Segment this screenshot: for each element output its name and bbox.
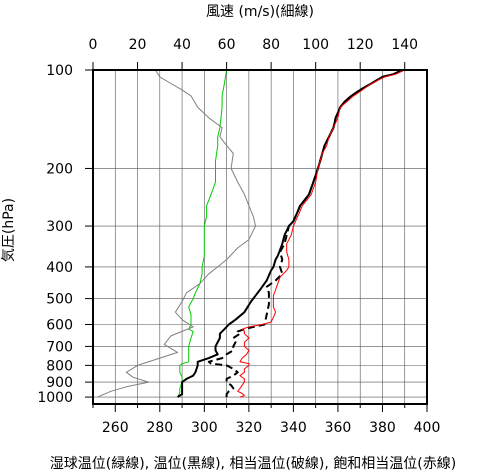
top-tick-label: 60 xyxy=(218,37,236,53)
theta-e-line xyxy=(207,69,403,398)
top-tick-label: 140 xyxy=(391,37,418,53)
tick-labels: 260 280 300 320 340 360 380 400 0 20 40 60 80 100 120 1… xyxy=(37,37,440,436)
top-tick-label: 120 xyxy=(347,37,374,53)
grid xyxy=(93,69,427,404)
top-tick-label: 80 xyxy=(262,37,280,53)
left-tick-label: 200 xyxy=(46,161,73,177)
top-tick-label: 20 xyxy=(129,37,147,53)
theta-es-line xyxy=(237,69,405,398)
left-tick-label: 300 xyxy=(46,219,73,235)
bottom-axis-title: 湿球温位(緑線), 温位(黒線), 相当温位(破線), 飽和相当温位(赤線) xyxy=(50,455,456,472)
left-tick-label: 600 xyxy=(46,318,73,334)
left-tick-label: 700 xyxy=(46,339,73,355)
left-tick-label: 900 xyxy=(46,375,73,391)
top-tick-label: 40 xyxy=(173,37,191,53)
left-axis-title: 気圧(hPa) xyxy=(1,198,17,262)
wind-speed-line xyxy=(97,69,256,398)
top-axis-title: 風速 (m/s)(細線) xyxy=(206,4,314,20)
bottom-tick-label: 360 xyxy=(325,420,352,436)
bottom-tick-label: 340 xyxy=(280,420,307,436)
bottom-tick-label: 280 xyxy=(146,420,173,436)
bottom-tick-label: 320 xyxy=(235,420,262,436)
top-tick-label: 0 xyxy=(89,37,98,53)
series-layer xyxy=(97,69,405,398)
bottom-tick-label: 380 xyxy=(369,420,396,436)
bottom-tick-label: 400 xyxy=(414,420,441,436)
bottom-tick-label: 300 xyxy=(191,420,218,436)
left-tick-label: 500 xyxy=(46,292,73,308)
left-tick-label: 1000 xyxy=(37,390,73,406)
plot-frame xyxy=(92,69,428,405)
wet-bulb-theta-line xyxy=(177,69,228,398)
top-tick-label: 100 xyxy=(302,37,329,53)
left-tick-label: 100 xyxy=(46,63,73,79)
bottom-tick-label: 260 xyxy=(102,420,129,436)
left-tick-label: 800 xyxy=(46,358,73,374)
left-tick-label: 400 xyxy=(46,260,73,276)
tick-marks xyxy=(85,62,428,412)
